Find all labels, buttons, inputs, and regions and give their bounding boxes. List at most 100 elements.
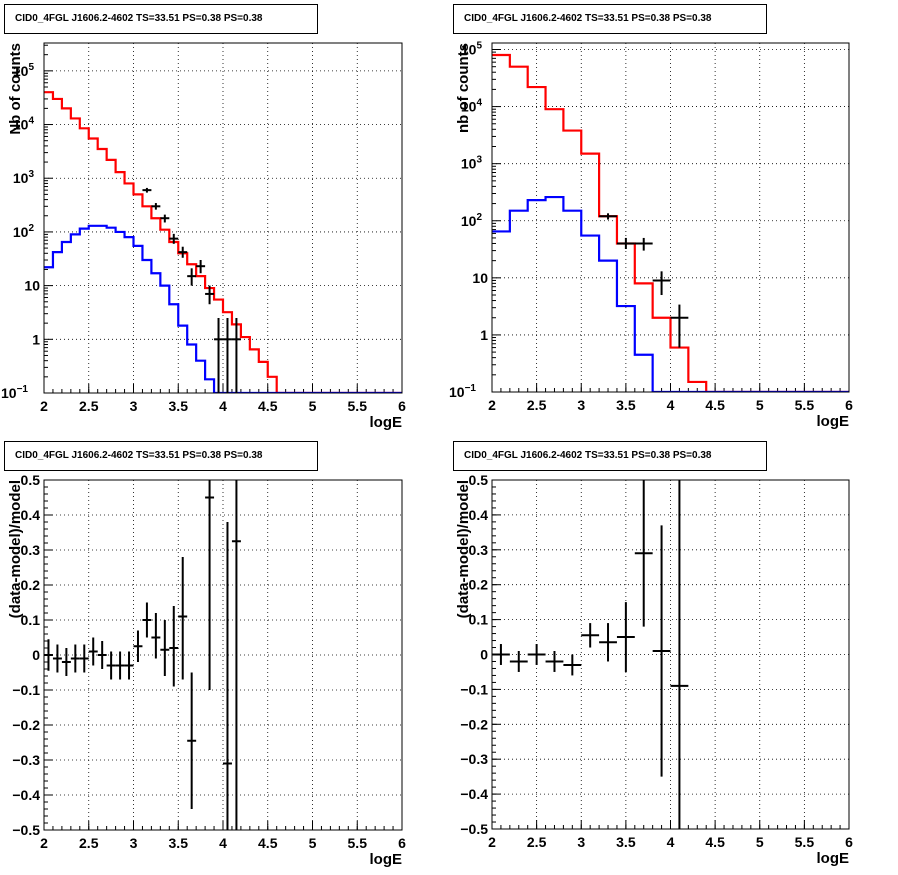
- data-point: [169, 233, 179, 244]
- x-tick-label: 2: [40, 398, 48, 414]
- x-tick-label: 3.5: [616, 834, 636, 850]
- plot-frame: [491, 42, 850, 393]
- data-point: [492, 644, 510, 665]
- x-tick-label: 5.5: [348, 835, 368, 851]
- y-tick-label: 0.3: [469, 542, 489, 558]
- plot-frame: [43, 42, 403, 394]
- y-tick-label: 105: [13, 62, 35, 79]
- plot-frame: [43, 479, 403, 831]
- data-point: [581, 623, 600, 648]
- y-tick-label: 102: [13, 223, 35, 240]
- x-tick-label: 5.5: [795, 397, 815, 413]
- data-point: [142, 187, 152, 193]
- y-tick-label: 104: [461, 98, 483, 115]
- x-tick-label: 4.5: [258, 835, 278, 851]
- y-tick-label: 0: [480, 647, 488, 663]
- y-tick-label: −0.1: [12, 682, 40, 698]
- y-tick-label: −0.3: [460, 751, 488, 767]
- y-tick-label: 1: [32, 331, 40, 347]
- data-point: [178, 246, 188, 258]
- data-point: [527, 644, 546, 665]
- y-axis-label: (data-model)/model: [455, 480, 472, 618]
- x-tick-label: 4: [219, 835, 227, 851]
- x-tick-label: 3: [130, 835, 138, 851]
- x-tick-label: 5: [309, 835, 317, 851]
- data-point: [670, 304, 689, 348]
- chart-svg: 2 2.5 3 3.5 4 4.5 5 5.5 6 10−1 1 10 102 103 104 105 logE…: [1, 42, 406, 431]
- y-tick-label: −0.5: [460, 821, 488, 837]
- data-point: [634, 237, 653, 251]
- x-tick-label: 2: [488, 834, 496, 850]
- x-tick-label: 4: [667, 397, 675, 413]
- data-point: [142, 602, 152, 638]
- x-axis-label: logE: [370, 851, 403, 868]
- y-tick-label: −0.1: [460, 681, 488, 697]
- data-point: [187, 672, 197, 809]
- x-tick-label: 6: [845, 834, 853, 850]
- data-point: [151, 203, 161, 210]
- data-point: [223, 522, 232, 830]
- y-axis-label: (data-model)/model: [7, 480, 24, 618]
- data-point: [599, 213, 617, 220]
- y-tick-label: 0.4: [21, 507, 41, 523]
- data-point: [545, 651, 564, 672]
- y-tick-label: 104: [13, 116, 35, 133]
- y-tick-label: 103: [461, 155, 483, 172]
- x-tick-label: 3: [130, 398, 138, 414]
- data-point: [205, 480, 215, 690]
- y-tick-label: 0.1: [469, 612, 489, 628]
- panel-counts-left: CID0_4FGL J1606.2-4602 TS=33.51 PS=0.38 …: [0, 0, 449, 437]
- plot-area: [492, 53, 849, 392]
- data-point: [652, 271, 671, 296]
- data-point: [151, 613, 161, 659]
- y-tick-label: 10: [472, 270, 488, 286]
- plot-area: [44, 91, 402, 393]
- data-point: [187, 268, 197, 286]
- histogram-line: [44, 224, 402, 393]
- chart-svg: 2 2.5 3 3.5 4 4.5 5 5.5 6 −0.5 −0.4 −0.3 −0.2 −0.1 0 0.…: [455, 472, 853, 867]
- x-tick-label: 5: [309, 398, 317, 414]
- data-point: [670, 480, 689, 829]
- data-point: [70, 644, 80, 673]
- y-tick-label: −0.4: [460, 786, 488, 802]
- y-tick-label: 0.2: [469, 577, 489, 593]
- plot-area: [44, 480, 241, 830]
- x-tick-label: 2: [488, 397, 496, 413]
- data-point: [509, 651, 528, 672]
- y-tick-label: 10−1: [1, 384, 28, 401]
- data-point: [88, 637, 98, 666]
- y-tick-label: 0.3: [21, 542, 41, 558]
- y-tick-label: −0.2: [12, 717, 40, 733]
- y-tick-label: 0.5: [21, 472, 41, 488]
- chart-title: CID0_4FGL J1606.2-4602 TS=33.51 PS=0.38 …: [4, 4, 318, 34]
- x-axis-label: logE: [817, 413, 850, 430]
- y-tick-label: 1: [480, 327, 488, 343]
- x-tick-label: 6: [845, 397, 853, 413]
- data-point: [97, 641, 107, 669]
- y-tick-label: −0.3: [12, 752, 40, 768]
- y-tick-label: 103: [13, 169, 35, 186]
- y-tick-label: 0.4: [469, 507, 489, 523]
- x-tick-label: 3: [577, 397, 585, 413]
- data-point: [223, 317, 232, 393]
- x-tick-label: 5: [756, 397, 764, 413]
- data-point: [563, 654, 582, 676]
- data-point: [124, 651, 134, 680]
- x-axis-label: logE: [817, 850, 850, 867]
- data-point: [79, 644, 89, 673]
- x-tick-label: 2.5: [527, 834, 547, 850]
- data-point: [616, 237, 635, 249]
- y-tick-label: 105: [461, 41, 483, 58]
- data-point: [205, 285, 215, 305]
- data-point: [214, 317, 223, 393]
- y-tick-label: 0.1: [21, 612, 41, 628]
- data-point: [616, 602, 635, 672]
- x-tick-label: 3.5: [169, 398, 189, 414]
- y-tick-label: −0.5: [12, 822, 40, 838]
- histogram-line: [492, 53, 849, 392]
- chart-title: CID0_4FGL J1606.2-4602 TS=33.51 PS=0.38 …: [453, 441, 767, 471]
- x-tick-label: 3.5: [616, 397, 636, 413]
- data-point: [178, 557, 188, 680]
- chart-title: CID0_4FGL J1606.2-4602 TS=33.51 PS=0.38 …: [453, 4, 767, 34]
- plot-frame: [491, 479, 850, 830]
